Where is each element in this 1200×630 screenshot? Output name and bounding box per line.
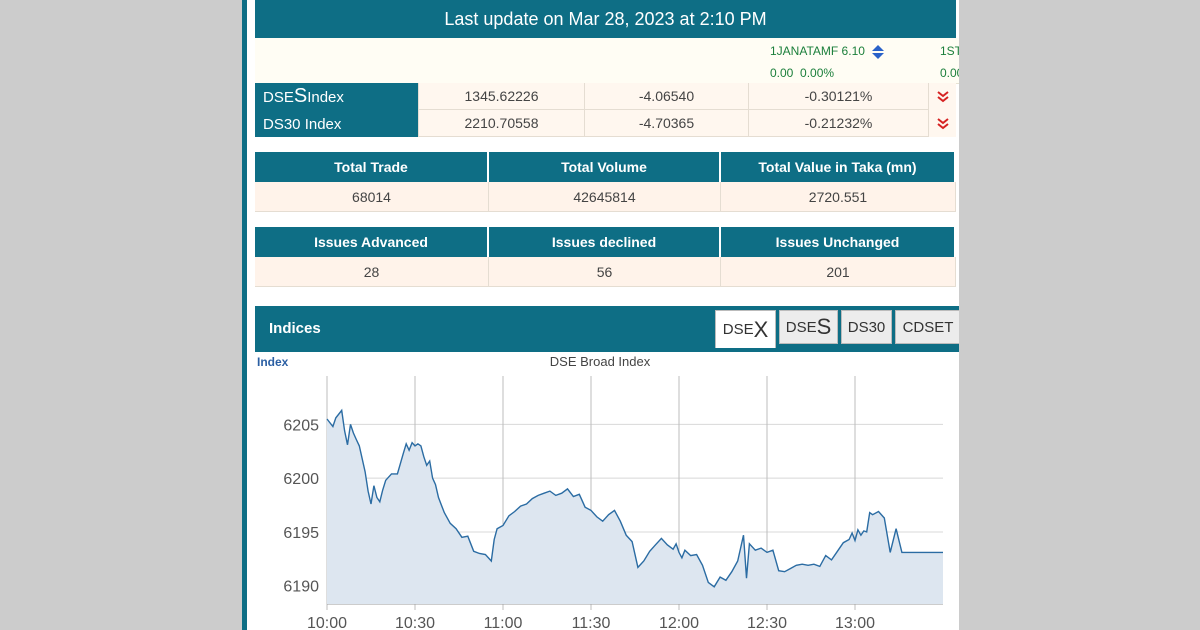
issue-stats-table: Issues Advanced Issues declined Issues U… xyxy=(255,227,956,287)
x-tick-label: 11:00 xyxy=(484,615,523,630)
x-tick-label: 10:00 xyxy=(307,615,347,630)
dse-broad-index-chart: Index DSE Broad Index 6190 6195 6200 6205 10… xyxy=(257,354,943,630)
x-tick-label: 10:30 xyxy=(395,615,435,630)
total-volume-value: 42645814 xyxy=(489,182,721,212)
last-update-text: Last update on Mar 28, 2023 at 2:10 PM xyxy=(444,8,767,29)
issues-unchanged-value: 201 xyxy=(721,257,956,287)
trade-stats-table: Total Trade Total Volume Total Value in … xyxy=(255,152,956,212)
double-chevron-down-icon xyxy=(928,110,956,137)
index-name: DSE S Index xyxy=(255,83,418,110)
index-row-ds30: DS30 Index 2210.70558 -4.70365 -0.21232% xyxy=(255,110,956,137)
chart-title: DSE Broad Index xyxy=(550,354,651,369)
total-trade-value: 68014 xyxy=(255,182,489,212)
ticker-item-change: 0.00 xyxy=(940,66,959,80)
tab-dsex[interactable]: DSE X xyxy=(715,310,776,348)
market-summary-panel: Last update on Mar 28, 2023 at 2:10 PM 1… xyxy=(242,0,959,630)
total-value-value: 2720.551 xyxy=(721,182,956,212)
chart-y-axis-label: Index xyxy=(257,355,289,369)
ticker-item-name[interactable]: 1ST xyxy=(940,44,959,58)
issues-advanced-header: Issues Advanced xyxy=(255,227,489,257)
x-tick-label: 13:00 xyxy=(835,615,875,630)
index-change: -4.70365 xyxy=(584,110,748,137)
index-row-dses: DSE S Index 1345.62226 -4.06540 -0.30121% xyxy=(255,83,956,110)
total-trade-header: Total Trade xyxy=(255,152,489,182)
indices-title: Indices xyxy=(269,320,321,337)
x-tick-label: 12:30 xyxy=(747,615,787,630)
issues-declined-header: Issues declined xyxy=(489,227,721,257)
tab-ds30[interactable]: DS30 xyxy=(841,310,892,344)
last-update-bar: Last update on Mar 28, 2023 at 2:10 PM xyxy=(255,0,956,38)
total-volume-header: Total Volume xyxy=(489,152,721,182)
y-tick-label: 6195 xyxy=(283,525,319,542)
ticker-item-name[interactable]: 1JANATAMF 6.10 xyxy=(770,44,885,59)
index-change-pct: -0.21232% xyxy=(748,110,928,137)
index-change: -4.06540 xyxy=(584,83,748,110)
indices-header: Indices DSE X DSE S DS30 CDSET xyxy=(255,306,959,350)
index-value: 1345.62226 xyxy=(418,83,584,110)
total-value-header: Total Value in Taka (mn) xyxy=(721,152,956,182)
issues-unchanged-header: Issues Unchanged xyxy=(721,227,956,257)
y-tick-label: 6205 xyxy=(283,417,319,434)
issues-advanced-value: 28 xyxy=(255,257,489,287)
y-tick-label: 6200 xyxy=(283,471,319,488)
price-ticker[interactable]: 1JANATAMF 6.10 0.00 0.00% 1ST 0.00 xyxy=(255,38,959,84)
index-change-pct: -0.30121% xyxy=(748,83,928,110)
double-chevron-down-icon xyxy=(928,83,956,110)
index-area-fill xyxy=(327,410,943,604)
index-name: DS30 Index xyxy=(255,110,418,137)
index-series-line xyxy=(326,408,943,588)
y-tick-label: 6190 xyxy=(283,579,319,596)
index-value: 2210.70558 xyxy=(418,110,584,137)
tab-cdset[interactable]: CDSET xyxy=(895,310,959,344)
ticker-item-change: 0.00 0.00% xyxy=(770,66,835,80)
x-tick-label: 11:30 xyxy=(572,615,611,630)
issues-declined-value: 56 xyxy=(489,257,721,287)
up-down-arrow-icon xyxy=(872,44,885,59)
index-chart: Index DSE Broad Index 6190 6195 6200 6205 10… xyxy=(255,350,959,630)
tab-dses[interactable]: DSE S xyxy=(779,310,838,344)
x-tick-label: 12:00 xyxy=(659,615,699,630)
